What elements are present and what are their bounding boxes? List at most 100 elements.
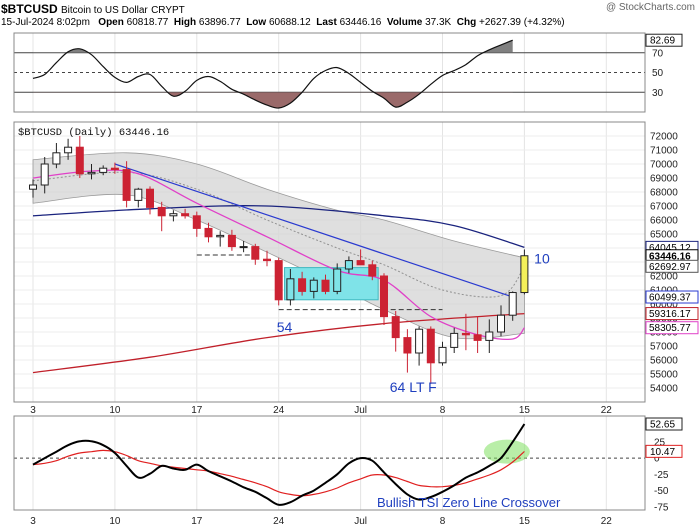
open-label: Open	[98, 17, 124, 28]
candle	[520, 249, 529, 295]
candle	[227, 229, 236, 251]
price-flag: 59316.17	[645, 307, 699, 321]
candle	[356, 249, 365, 266]
x-tick-label-bottom: 3	[30, 516, 36, 527]
candle	[274, 257, 283, 306]
price-frame	[13, 121, 646, 403]
x-tick-label: 22	[601, 405, 613, 416]
x-tick-label: 15	[519, 405, 531, 416]
top-indicator-panel: 70 50 30 82.69	[14, 33, 683, 109]
candle	[485, 319, 494, 353]
low-value: 60688.12	[268, 17, 311, 28]
exchange: CRYPT	[151, 5, 185, 16]
candle-body	[251, 246, 260, 260]
candle	[75, 136, 84, 178]
candle	[391, 311, 400, 352]
candle-body	[169, 213, 178, 217]
candle-body	[110, 167, 119, 171]
price-flag: 58305.77	[645, 321, 699, 335]
tsi-tick-label: 0	[654, 454, 660, 465]
candle	[286, 269, 295, 306]
candle-body	[309, 279, 318, 292]
chart-annotation: 64 LT F	[390, 379, 437, 395]
price-flag-label: 58305.77	[649, 323, 691, 334]
x-tick-label-bottom: 10	[109, 516, 121, 527]
tsi-line	[32, 423, 526, 506]
candle-body	[497, 314, 505, 333]
candle-body	[87, 171, 96, 175]
trendline	[114, 163, 513, 298]
candle	[263, 250, 271, 267]
x-tick-label: Jul	[354, 405, 367, 416]
indicator-tick-label: 70	[652, 48, 664, 59]
candle	[415, 326, 424, 366]
candle-body	[64, 146, 73, 154]
x-tick-label: 3	[30, 405, 36, 416]
candle	[146, 186, 154, 215]
chg-label: Chg	[456, 17, 477, 28]
candle	[497, 305, 505, 337]
candle	[157, 201, 166, 232]
candle	[461, 313, 470, 351]
candle-body	[450, 332, 459, 348]
candle	[298, 271, 307, 296]
x-tick-label-bottom: 15	[519, 516, 531, 527]
candle	[344, 256, 353, 274]
candle	[110, 162, 119, 174]
candle-body	[239, 246, 248, 249]
candle-body	[344, 260, 353, 270]
y-tick-label: 71000	[650, 146, 678, 157]
candle	[251, 243, 260, 265]
price-flag-box	[645, 259, 699, 273]
candle-body	[298, 278, 307, 292]
candle-body	[29, 184, 37, 190]
candle-body	[520, 255, 529, 294]
axes: 5400055000560005700058000590006000061000…	[13, 32, 678, 527]
x-tick-label: 24	[273, 405, 285, 416]
y-tick-label: 60000	[650, 300, 678, 311]
y-tick-label: 67000	[650, 202, 678, 213]
y-tick-label: 66000	[650, 216, 678, 227]
indicator-line	[32, 39, 513, 109]
y-tick-label: 62000	[650, 272, 678, 283]
y-tick-label: 65000	[650, 230, 678, 241]
x-tick-label-bottom: Jul	[354, 516, 367, 527]
candle-body	[263, 258, 271, 262]
high-label: High	[173, 17, 197, 28]
price-panel-title: $BTCUSD (Daily) 63446.16	[18, 127, 169, 139]
candle	[64, 138, 73, 160]
candle	[403, 329, 412, 373]
y-tick-label: 70000	[650, 160, 678, 171]
candle	[52, 143, 61, 169]
candle	[438, 341, 447, 366]
price-flag-label: 59316.17	[649, 309, 691, 320]
candle	[192, 211, 201, 237]
tsi-panel: 52.65 25 0 -25 -50 -75 10.47 Bullish TSI Zero L…	[14, 417, 683, 513]
candle-body	[192, 215, 201, 229]
candle-body	[157, 206, 166, 217]
candle-body	[99, 167, 108, 173]
last-value: 63446.16	[339, 17, 382, 28]
candle-body	[473, 334, 482, 341]
candle-body	[274, 260, 283, 301]
candle	[239, 241, 248, 253]
y-tick-label: 56000	[650, 356, 678, 367]
x-tick-label: 17	[191, 405, 203, 416]
candle	[204, 222, 213, 243]
ohlc-line: 15-Jul-2024 8:02pm Open 60818.77 High 63…	[1, 17, 565, 28]
candle	[99, 165, 108, 176]
candle	[134, 187, 143, 208]
open-value: 60818.77	[126, 17, 169, 28]
low-label: Low	[246, 17, 267, 28]
price-flag: 60499.37	[645, 290, 699, 304]
tsi-flag-box	[645, 444, 683, 458]
x-tick-label: 8	[440, 405, 446, 416]
y-tick-label: 57000	[650, 342, 678, 353]
candle-body	[380, 275, 388, 318]
y-tick-label: 55000	[650, 370, 678, 381]
price-flag-box	[645, 321, 699, 335]
candle-body	[391, 316, 400, 339]
candle	[368, 260, 377, 281]
